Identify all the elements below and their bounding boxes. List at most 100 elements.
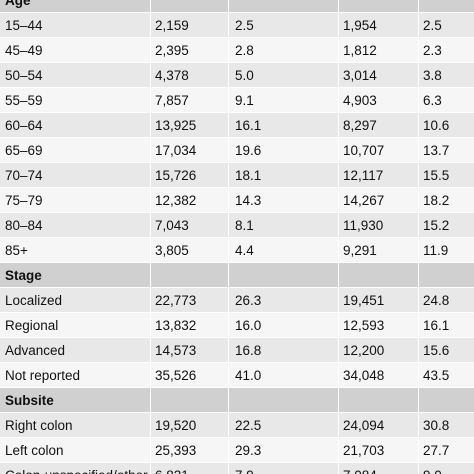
table-cell: 7,857 <box>155 92 189 108</box>
column-divider <box>150 0 151 474</box>
section-title: Stage <box>5 267 42 283</box>
table-cell: 15.2 <box>423 217 450 233</box>
table-cell: 22,773 <box>155 292 197 308</box>
row-label: 65–69 <box>5 142 43 158</box>
table-row: 50–54 4,378 5.0 3,014 3.8 <box>0 63 474 88</box>
row-label: Advanced <box>5 342 66 358</box>
column-divider <box>418 0 419 474</box>
table-cell: 3,805 <box>155 242 189 258</box>
table-cell: 27.7 <box>423 442 450 458</box>
table-cell: 1,954 <box>343 17 377 33</box>
table-cell: 14.3 <box>235 192 262 208</box>
table-cell: 12,382 <box>155 192 197 208</box>
table-cell: 9.0 <box>423 463 442 474</box>
table-cell: 4.4 <box>235 242 254 258</box>
table-cell: 10.6 <box>423 117 450 133</box>
table-row: 55–59 7,857 9.1 4,903 6.3 <box>0 88 474 113</box>
table-cell: 15,726 <box>155 167 197 183</box>
table-cell: 25,393 <box>155 442 197 458</box>
table-cell: 13,925 <box>155 117 197 133</box>
table-cell: 19.6 <box>235 142 262 158</box>
row-label: 70–74 <box>5 167 43 183</box>
table-cell: 2.5 <box>423 17 442 33</box>
table-cell: 13,832 <box>155 317 197 333</box>
table-row: 75–79 12,382 14.3 14,267 18.2 <box>0 188 474 213</box>
table-cell: 15.6 <box>423 342 450 358</box>
table-row: Regional 13,832 16.0 12,593 16.1 <box>0 313 474 338</box>
table-row: 15–44 2,159 2.5 1,954 2.5 <box>0 13 474 38</box>
row-label: Left colon <box>5 442 64 458</box>
table-cell: 8.1 <box>235 217 254 233</box>
column-divider <box>228 0 229 474</box>
table-cell: 18.1 <box>235 167 262 183</box>
row-label: 85+ <box>5 242 28 258</box>
table-cell: 24.8 <box>423 292 450 308</box>
table-cell: 43.5 <box>423 367 450 383</box>
table-row: Localized 22,773 26.3 19,451 24.8 <box>0 288 474 313</box>
table-cell: 7.9 <box>235 463 254 474</box>
row-label: Right colon <box>5 417 73 433</box>
table-cell: 6,821 <box>155 463 189 474</box>
row-label: Regional <box>5 317 59 333</box>
section-title: Subsite <box>5 392 54 408</box>
table-cell: 16.0 <box>235 317 262 333</box>
table-cell: 19,520 <box>155 417 197 433</box>
table-cell: 9,291 <box>343 242 377 258</box>
section-header-stage: Stage <box>0 263 474 288</box>
table-cell: 2,159 <box>155 17 189 33</box>
table-cell: 2.3 <box>423 42 442 58</box>
table-row: Advanced 14,573 16.8 12,200 15.6 <box>0 338 474 363</box>
table-cell: 22.5 <box>235 417 262 433</box>
table-cell: 2,395 <box>155 42 189 58</box>
table-row: 65–69 17,034 19.6 10,707 13.7 <box>0 138 474 163</box>
row-label: 55–59 <box>5 92 43 108</box>
table-row: 70–74 15,726 18.1 12,117 15.5 <box>0 163 474 188</box>
table-cell: 11,930 <box>343 217 384 233</box>
table-cell: 3,014 <box>343 67 377 83</box>
table-row: 85+ 3,805 4.4 9,291 11.9 <box>0 238 474 263</box>
table-cell: 1,812 <box>343 42 377 58</box>
table-cell: 4,903 <box>343 92 377 108</box>
row-label: 15–44 <box>5 17 43 33</box>
row-label: 50–54 <box>5 67 43 83</box>
table-cell: 35,526 <box>155 367 197 383</box>
table-cell: 7,043 <box>155 217 189 233</box>
section-title: Age <box>5 0 31 8</box>
table-row: Right colon 19,520 22.5 24,094 30.8 <box>0 413 474 438</box>
table-cell: 12,200 <box>343 342 385 358</box>
table-cell: 6.3 <box>423 92 442 108</box>
row-label: 75–79 <box>5 192 43 208</box>
table-cell: 16.8 <box>235 342 262 358</box>
table-cell: 16.1 <box>235 117 262 133</box>
table-cell: 3.8 <box>423 67 442 83</box>
table-cell: 14,573 <box>155 342 197 358</box>
section-header-age: Age <box>0 0 474 13</box>
table-cell: 29.3 <box>235 442 262 458</box>
table-cell: 2.8 <box>235 42 254 58</box>
table-cell: 9.1 <box>235 92 254 108</box>
table-cell: 34,048 <box>343 367 385 383</box>
table-cell: 12,117 <box>343 167 384 183</box>
table-cell: 11.9 <box>423 242 449 258</box>
table-cell: 17,034 <box>155 142 197 158</box>
table-row: 60–64 13,925 16.1 8,297 10.6 <box>0 113 474 138</box>
table-cell: 7,084 <box>343 463 377 474</box>
column-divider <box>338 0 339 474</box>
table-cell: 14,267 <box>343 192 385 208</box>
table-cell: 4,378 <box>155 67 189 83</box>
table-cell: 30.8 <box>423 417 450 433</box>
table-cell: 12,593 <box>343 317 385 333</box>
table-row: 45–49 2,395 2.8 1,812 2.3 <box>0 38 474 63</box>
row-label: 80–84 <box>5 217 43 233</box>
table-cell: 8,297 <box>343 117 377 133</box>
table-cell: 15.5 <box>423 167 450 183</box>
table-row: Colon-unspecified/other 6,821 7.9 7,084 9.0 <box>0 463 474 474</box>
table-cell: 18.2 <box>423 192 450 208</box>
table-cell: 41.0 <box>235 367 262 383</box>
table-row: 80–84 7,043 8.1 11,930 15.2 <box>0 213 474 238</box>
row-label: 60–64 <box>5 117 43 133</box>
section-header-subsite: Subsite <box>0 388 474 413</box>
row-label: Localized <box>5 292 63 308</box>
table-cell: 2.5 <box>235 17 254 33</box>
